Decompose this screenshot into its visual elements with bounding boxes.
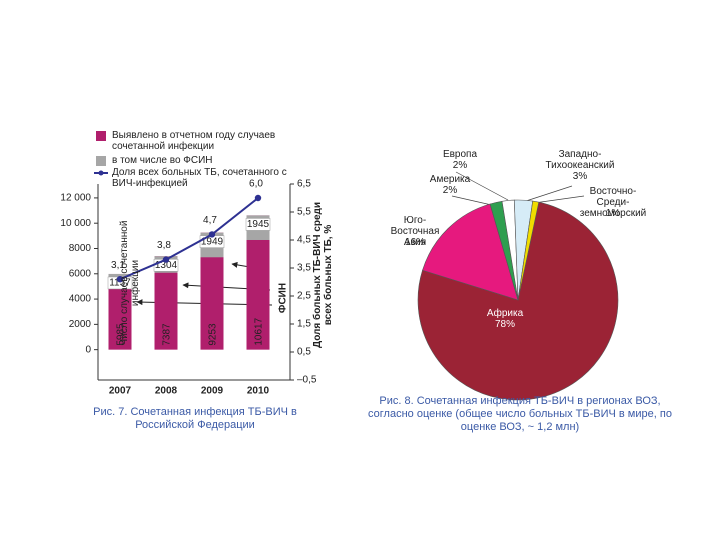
y2-tick-label: 3,5 <box>297 263 311 274</box>
line-point <box>254 194 262 202</box>
x-tick-label: 2008 <box>155 386 178 397</box>
pie-label: Америка <box>429 174 471 185</box>
pie-value-label: 1% <box>605 208 621 219</box>
y-tick-label: 2000 <box>69 319 92 330</box>
bar <box>108 273 132 350</box>
leader-line <box>525 185 573 202</box>
legend-swatch <box>98 170 104 176</box>
caption: Рис. 8. Сочетанная инфекция ТБ-ВИЧ в рег… <box>368 395 672 433</box>
legend-swatch <box>96 131 106 141</box>
x-tick-label: 2009 <box>201 386 224 397</box>
y-tick-label: 8000 <box>69 243 92 254</box>
pie-slice <box>422 203 519 301</box>
y2-tick-label: 0,5 <box>297 347 311 358</box>
line-point <box>208 231 216 238</box>
x-tick-label: 2007 <box>109 386 132 397</box>
annotation: ФСИН <box>278 283 289 313</box>
legend-label: в том числе во ФСИН <box>112 155 213 166</box>
line <box>119 197 259 281</box>
bar <box>154 256 178 350</box>
y2-tick-label: 4,5 <box>297 235 311 246</box>
pie-label: Восточно-Среди- земноморский <box>579 186 647 219</box>
y-tick-label: 10 000 <box>60 218 91 229</box>
bar <box>200 232 224 350</box>
pie-slice <box>417 201 619 401</box>
bar-label: 1945 <box>247 219 270 230</box>
y2-tick-label: 1,5 <box>297 319 311 330</box>
pie-value-label: 16% <box>404 237 425 248</box>
legend-label: Выявлено в отчетном году случаев сочетан… <box>112 130 276 152</box>
bar-label: 1304 <box>155 260 178 271</box>
leader-line <box>533 195 585 204</box>
point-label: 3,8 <box>157 240 171 251</box>
label-box <box>245 218 271 231</box>
y2-tick-label: 5,5 <box>297 207 311 218</box>
pie-value-label: 2% <box>442 185 458 196</box>
bar <box>246 215 270 350</box>
caption: Рис. 7. Сочетанная инфекция ТБ-ВИЧ в Рос… <box>93 406 297 431</box>
bar-label: 1949 <box>201 236 224 247</box>
y2-tick-label: 2,5 <box>297 291 311 302</box>
point-label: 6,0 <box>249 179 263 190</box>
y2-tick-label: 6,5 <box>297 179 311 190</box>
point-label: 4,7 <box>203 215 217 226</box>
legend-swatch <box>96 156 106 166</box>
pie-value-label: 2% <box>452 160 468 171</box>
bar-label: 7387 <box>162 323 173 346</box>
legend-label: Доля всех больных ТБ, сочетанного с ВИЧ-… <box>112 167 287 189</box>
leader-line <box>455 171 509 201</box>
pie-slice <box>517 200 540 301</box>
y-tick-label: 12 000 <box>60 193 91 204</box>
pie-value-label: 3% <box>572 171 588 182</box>
y-tick-label: 4000 <box>69 294 92 305</box>
point-label: 3,1 <box>111 260 125 271</box>
line-point <box>116 276 124 283</box>
pie-value-label: 78% <box>494 319 515 330</box>
y2-tick-label: –0,5 <box>297 375 317 386</box>
line-point <box>162 256 170 263</box>
y-tick-label: 0 <box>85 344 91 355</box>
y-tick-label: 6000 <box>69 268 92 279</box>
y-axis-label: Число случаев сочетанной инфекции <box>119 220 141 346</box>
x-tick-label: 2010 <box>247 386 270 397</box>
y2-axis-label: Доля больных ТБ-ВИЧ среди всех больных Т… <box>312 201 334 349</box>
bar-label: 9253 <box>208 323 219 346</box>
pie-label: Юго-Восточная Азия <box>390 215 440 248</box>
pie-label: Африка <box>486 308 524 319</box>
bar-label: 10617 <box>254 317 265 345</box>
pie-label: Европа <box>442 149 478 160</box>
pie-label: Западно- Тихоокеанский <box>545 149 615 171</box>
bar-label: 5985 <box>116 323 127 346</box>
bar-label: 1157 <box>109 278 131 289</box>
